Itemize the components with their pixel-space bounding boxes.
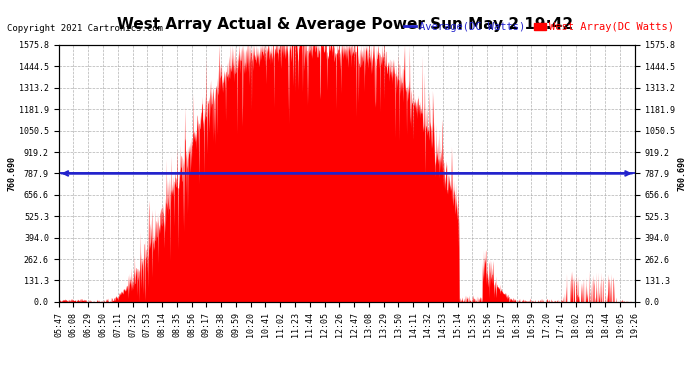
- Text: Copyright 2021 Cartronics.com: Copyright 2021 Cartronics.com: [7, 24, 163, 33]
- Legend: Average(DC Watts), West Array(DC Watts): Average(DC Watts), West Array(DC Watts): [404, 22, 674, 32]
- Y-axis label: 760.690: 760.690: [678, 156, 687, 191]
- Y-axis label: 760.690: 760.690: [7, 156, 16, 191]
- Text: West Array Actual & Average Power Sun May 2 19:42: West Array Actual & Average Power Sun Ma…: [117, 17, 573, 32]
